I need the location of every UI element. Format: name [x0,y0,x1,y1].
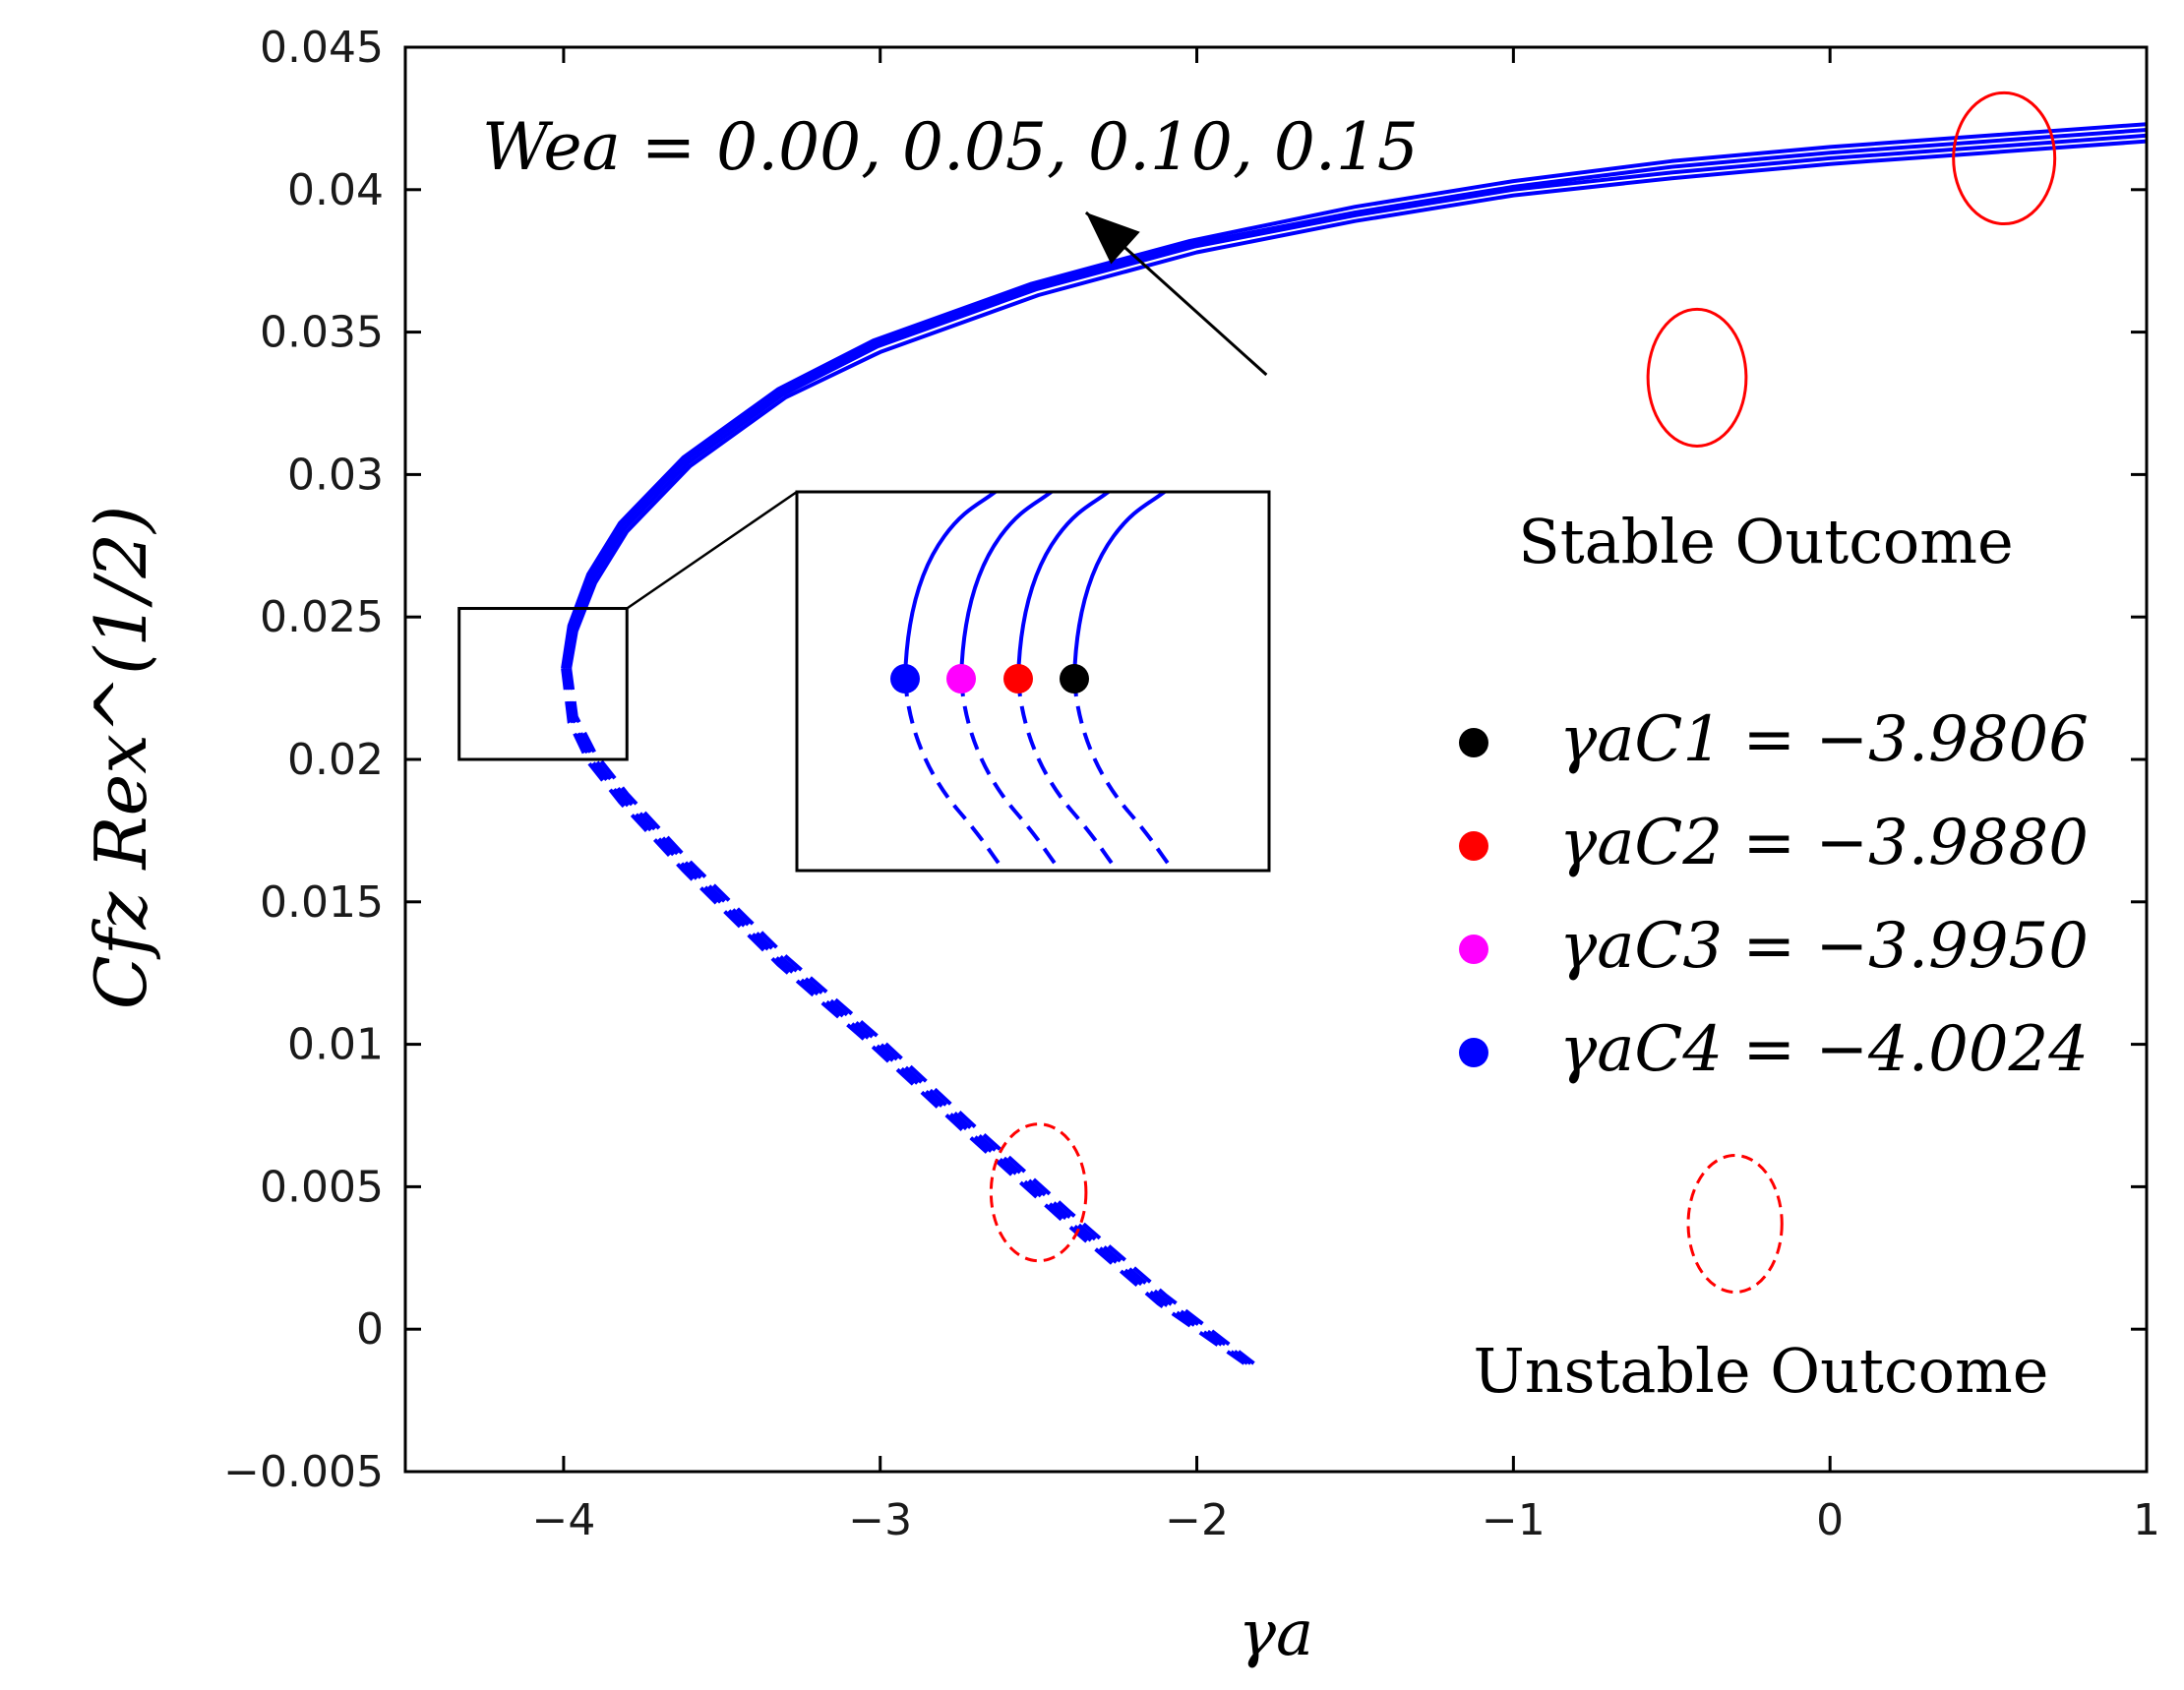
inset-critical-points [890,664,1089,694]
axis-ticks [405,45,2149,1474]
y-tick-label: −0.005 [223,1447,384,1497]
y-tick-label: 0.025 [260,592,384,642]
legend-label: γaC1 = −3.9806 [1559,703,2089,776]
y-tick-label: 0.005 [260,1162,384,1212]
legend-marker [1459,728,1488,757]
inset-lower-branch [959,678,1063,871]
y-tick-labels: −0.005 0 0.005 0.01 0.015 0.02 0.025 0.03 0.035 0… [223,23,384,1497]
annotations: Wea = 0.00, 0.05, 0.10, 0.15 Stable Outco… [457,91,2057,1407]
inset-background [797,492,1269,871]
x-axis-label: γa [1239,1598,1313,1670]
inset-lower-branch [903,678,1007,871]
inset-critical-point [890,664,920,694]
x-tick-label: −3 [848,1495,912,1545]
arrow-head [1085,211,1140,265]
y-tick-label: 0.045 [260,23,384,73]
inset-critical-point [1003,664,1033,694]
series-upper-branch [561,122,2147,669]
we-label: Wea = 0.00, 0.05, 0.10, 0.15 [482,109,1419,185]
x-tick-label: −2 [1165,1495,1229,1545]
y-tick-label: 0.035 [260,308,384,358]
inset-critical-point [1060,664,1089,694]
inset-upper-branch [959,492,1055,680]
y-axis-label: Cfz Rex^(1/2) [80,506,162,1009]
stable-label: Stable Outcome [1518,506,2013,577]
legend-marker [1459,935,1488,964]
y-tick-label: 0.03 [287,450,384,500]
y-tick-label: 0.01 [287,1020,384,1070]
series-upper-branch [568,139,2147,669]
inset-frame [795,490,1271,873]
inset-branches [903,492,1177,871]
plot-series [561,122,2147,1365]
zoom-box [457,607,629,761]
inset-lower-branch [1072,678,1177,871]
legend-marker [1459,831,1488,861]
y-tick-label: 0.015 [260,877,384,928]
inset-upper-branch [1072,492,1168,680]
stable-ellipse [1952,91,2057,226]
legend-marker [1459,1038,1488,1067]
inset-upper-branch [1016,492,1112,680]
zoom-connector [626,490,798,610]
unstable-ellipse [1686,1154,1784,1295]
legend: γaC1 = −3.9806 γaC2 = −3.9880 γaC3 = −3.99… [1459,703,2089,1086]
series-lower-branch [565,668,1252,1365]
series-lower-branch [561,668,1245,1365]
x-tick-label: 1 [2133,1495,2160,1545]
legend-label: γaC4 = −4.0024 [1559,1013,2089,1086]
legend-label: γaC3 = −3.9950 [1559,910,2089,983]
stable-ellipse [1646,307,1748,448]
unstable-label: Unstable Outcome [1473,1335,2048,1407]
y-tick-label: 0.04 [287,165,384,215]
y-tick-label: 0.02 [287,735,384,785]
x-tick-label: −4 [531,1495,595,1545]
series-upper-branch [563,128,2147,669]
y-tick-label: 0 [356,1304,384,1355]
inset-lower-branch [1016,678,1121,871]
series-lower-branch [563,668,1249,1365]
inset-zoom [795,490,1271,873]
legend-label: γaC2 = −3.9880 [1559,807,2089,879]
series-lower-branch [568,668,1255,1365]
inset-upper-branch [903,492,999,680]
series-upper-branch [565,133,2147,669]
unstable-ellipse [989,1122,1088,1263]
x-tick-label: −1 [1482,1495,1546,1545]
x-tick-labels: −4 −3 −2 −1 0 1 [531,1495,2160,1545]
x-tick-label: 0 [1816,1495,1844,1545]
inset-critical-point [946,664,976,694]
